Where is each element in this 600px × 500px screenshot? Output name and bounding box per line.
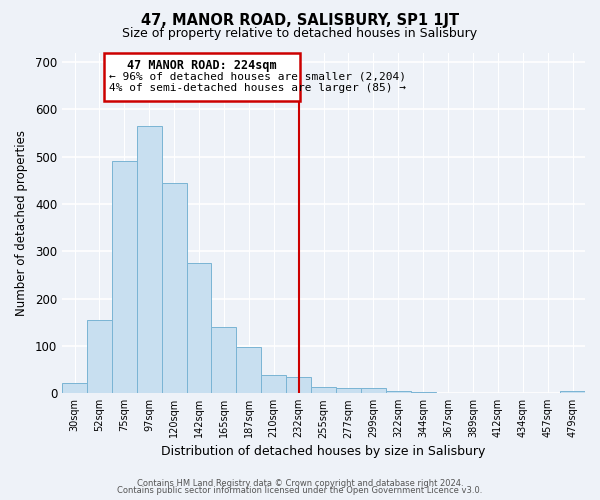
Bar xyxy=(62,383,87,393)
Bar xyxy=(560,391,585,393)
Bar xyxy=(187,263,211,393)
X-axis label: Distribution of detached houses by size in Salisbury: Distribution of detached houses by size … xyxy=(161,444,486,458)
Bar xyxy=(137,126,161,393)
Bar xyxy=(286,376,311,393)
Bar xyxy=(236,348,261,393)
Bar xyxy=(112,162,137,393)
FancyBboxPatch shape xyxy=(104,54,300,101)
Text: Size of property relative to detached houses in Salisbury: Size of property relative to detached ho… xyxy=(122,28,478,40)
Text: 47 MANOR ROAD: 224sqm: 47 MANOR ROAD: 224sqm xyxy=(127,59,277,72)
Y-axis label: Number of detached properties: Number of detached properties xyxy=(15,130,28,316)
Text: Contains HM Land Registry data © Crown copyright and database right 2024.: Contains HM Land Registry data © Crown c… xyxy=(137,478,463,488)
Bar xyxy=(410,392,436,393)
Bar xyxy=(311,386,336,393)
Text: Contains public sector information licensed under the Open Government Licence v3: Contains public sector information licen… xyxy=(118,486,482,495)
Bar xyxy=(386,391,410,393)
Text: 4% of semi-detached houses are larger (85) →: 4% of semi-detached houses are larger (8… xyxy=(109,83,406,93)
Bar xyxy=(261,375,286,393)
Bar xyxy=(336,388,361,393)
Text: ← 96% of detached houses are smaller (2,204): ← 96% of detached houses are smaller (2,… xyxy=(109,72,406,82)
Bar xyxy=(211,327,236,393)
Bar xyxy=(87,320,112,393)
Bar xyxy=(361,388,386,393)
Text: 47, MANOR ROAD, SALISBURY, SP1 1JT: 47, MANOR ROAD, SALISBURY, SP1 1JT xyxy=(141,12,459,28)
Bar xyxy=(161,182,187,393)
